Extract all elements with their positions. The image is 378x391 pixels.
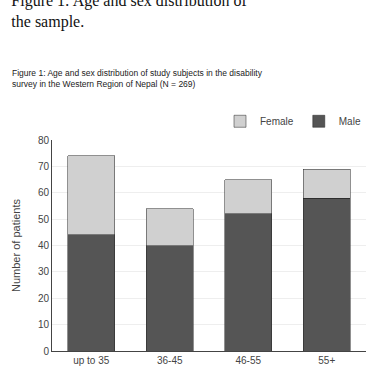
svg-text:Female: Female bbox=[260, 116, 294, 127]
svg-text:70: 70 bbox=[38, 161, 50, 172]
svg-text:0: 0 bbox=[43, 346, 49, 357]
svg-text:Male: Male bbox=[339, 116, 361, 127]
svg-text:50: 50 bbox=[38, 214, 50, 225]
svg-text:10: 10 bbox=[38, 319, 50, 330]
svg-text:20: 20 bbox=[38, 293, 50, 304]
svg-text:Figure 1: Age and sex distribu: Figure 1: Age and sex distribution of st… bbox=[12, 68, 263, 89]
svg-text:60: 60 bbox=[38, 187, 50, 198]
svg-text:Number of patients: Number of patients bbox=[10, 199, 22, 292]
svg-text:36-45: 36-45 bbox=[157, 355, 183, 366]
svg-text:up to 35: up to 35 bbox=[73, 355, 110, 366]
svg-text:55+: 55+ bbox=[318, 355, 335, 366]
svg-text:30: 30 bbox=[38, 266, 50, 277]
svg-text:80: 80 bbox=[38, 135, 50, 146]
svg-text:40: 40 bbox=[38, 240, 50, 251]
svg-text:Figure 1: Age and sex distribu: Figure 1: Age and sex distribution ofthe… bbox=[11, 0, 247, 31]
svg-text:46-55: 46-55 bbox=[235, 355, 261, 366]
